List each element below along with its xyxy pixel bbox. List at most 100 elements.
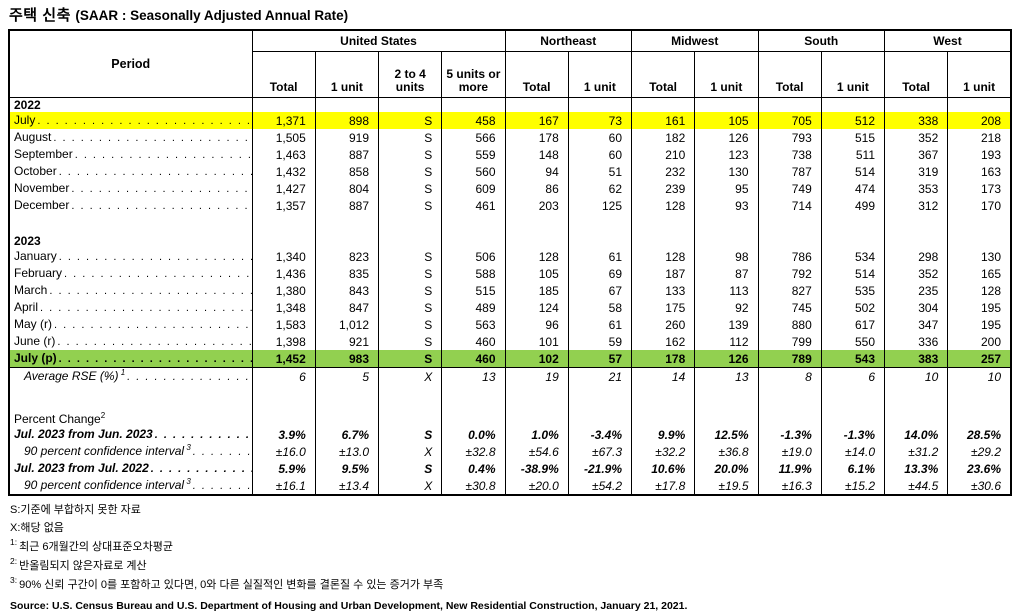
row-label: December xyxy=(14,197,252,214)
data-cell: 86 xyxy=(504,180,569,197)
data-cell: 714 xyxy=(757,197,822,214)
column-header: 1 unit xyxy=(820,51,885,98)
data-cell xyxy=(441,234,505,248)
row-label-text: December xyxy=(14,198,70,212)
data-cell: 126 xyxy=(694,350,758,368)
data-cell: 60 xyxy=(567,129,632,146)
data-cell xyxy=(314,412,379,426)
data-cell: 1,012 xyxy=(314,316,379,333)
dot-leader xyxy=(62,266,251,282)
data-cell: 789 xyxy=(757,350,822,368)
data-cell: 1.0% xyxy=(504,426,569,443)
period-label: October xyxy=(9,163,252,180)
data-cell: 203 xyxy=(504,197,569,214)
data-cell: 13.3% xyxy=(883,460,948,477)
footnotes: S:기준에 부합하지 못한 자료 X:해당 없음 1: 최근 6개월간의 상대표준오차… xyxy=(10,503,1015,592)
row-label-text: July (p) xyxy=(14,351,57,365)
data-cell: 12.5% xyxy=(694,426,758,443)
data-cell: 21 xyxy=(567,367,632,385)
data-cell: 792 xyxy=(757,265,822,282)
data-cell: 847 xyxy=(314,299,379,316)
page-title: 주택 신축 (SAAR : Seasonally Adjusted Annual… xyxy=(9,4,1015,25)
data-cell xyxy=(377,214,442,234)
row-label: May (r) xyxy=(14,316,252,333)
data-cell xyxy=(567,385,632,412)
data-cell xyxy=(377,412,442,426)
footnote-marker: 2 xyxy=(100,412,106,420)
column-header: 1 unit xyxy=(947,51,1011,98)
data-cell xyxy=(947,385,1011,412)
data-cell: 5.9% xyxy=(251,460,316,477)
dot-leader xyxy=(35,113,251,129)
data-cell: 61 xyxy=(567,248,632,265)
data-cell xyxy=(820,385,885,412)
data-cell xyxy=(820,412,885,426)
row-label: July xyxy=(14,112,252,129)
data-cell: ±16.0 xyxy=(251,443,316,460)
table-row: September 1,463887S5591486021012373851136… xyxy=(9,146,1011,163)
data-cell: 835 xyxy=(314,265,379,282)
data-cell xyxy=(441,97,505,112)
data-cell: ±67.3 xyxy=(567,443,632,460)
group-header: United States xyxy=(251,30,505,52)
data-cell xyxy=(314,97,379,112)
data-cell: 28.5% xyxy=(947,426,1011,443)
dot-leader xyxy=(55,334,251,350)
data-cell: 786 xyxy=(757,248,822,265)
row-label: November xyxy=(14,180,252,197)
data-cell: ±31.2 xyxy=(883,443,948,460)
data-cell: ±29.2 xyxy=(947,443,1011,460)
page-title-english: (SAAR : Seasonally Adjusted Annual Rate) xyxy=(75,8,349,23)
data-cell: S xyxy=(377,129,442,146)
data-cell: 105 xyxy=(694,112,758,129)
row-label-text: Jul. 2023 from Jun. 2023 xyxy=(14,427,153,441)
data-cell xyxy=(947,234,1011,248)
period-label: December xyxy=(9,197,252,214)
data-cell: 163 xyxy=(947,163,1011,180)
data-cell: 57 xyxy=(567,350,632,368)
data-cell: 130 xyxy=(947,248,1011,265)
data-cell: 1,371 xyxy=(251,112,316,129)
data-cell: 187 xyxy=(630,265,695,282)
row-label: August xyxy=(14,129,252,146)
data-cell: 843 xyxy=(314,282,379,299)
column-header: Total xyxy=(883,51,948,98)
group-header: West xyxy=(884,30,1011,52)
data-cell xyxy=(630,97,695,112)
data-cell: 200 xyxy=(947,333,1011,350)
data-cell: S xyxy=(377,163,442,180)
data-cell: S xyxy=(377,197,442,214)
data-cell: 133 xyxy=(630,282,695,299)
data-cell xyxy=(820,97,885,112)
dot-leader xyxy=(153,427,252,443)
row-label-text: May (r) xyxy=(14,317,52,331)
data-cell: S xyxy=(377,248,442,265)
data-cell xyxy=(567,97,632,112)
data-cell xyxy=(947,97,1011,112)
table-row: December 1,357887S46120312512893714499312… xyxy=(9,197,1011,214)
data-cell: 1,380 xyxy=(251,282,316,299)
data-cell: 1,348 xyxy=(251,299,316,316)
table-row: November 1,427804S60986622399574947435317… xyxy=(9,180,1011,197)
data-cell xyxy=(251,214,316,234)
data-cell: ±32.8 xyxy=(441,443,505,460)
data-cell: 126 xyxy=(694,129,758,146)
housing-starts-table: Period United States Northeast Midwest South… xyxy=(8,29,1012,496)
data-cell: S xyxy=(377,180,442,197)
footnote: S:기준에 부합하지 못한 자료 xyxy=(10,504,141,516)
period-label: May (r) xyxy=(9,316,252,333)
row-label: Jul. 2023 from Jun. 2023 xyxy=(14,426,252,443)
data-cell: 0.0% xyxy=(441,426,505,443)
data-cell: 13 xyxy=(441,367,505,385)
data-cell xyxy=(630,385,695,412)
data-cell: 96 xyxy=(504,316,569,333)
data-cell: 9.5% xyxy=(314,460,379,477)
data-cell: 566 xyxy=(441,129,505,146)
dot-leader xyxy=(57,351,252,367)
row-label-text: Jul. 2023 from Jul. 2022 xyxy=(14,461,149,475)
data-cell xyxy=(883,234,948,248)
column-header: 1 unit xyxy=(314,51,379,98)
data-cell: 93 xyxy=(694,197,758,214)
data-cell: 352 xyxy=(883,265,948,282)
